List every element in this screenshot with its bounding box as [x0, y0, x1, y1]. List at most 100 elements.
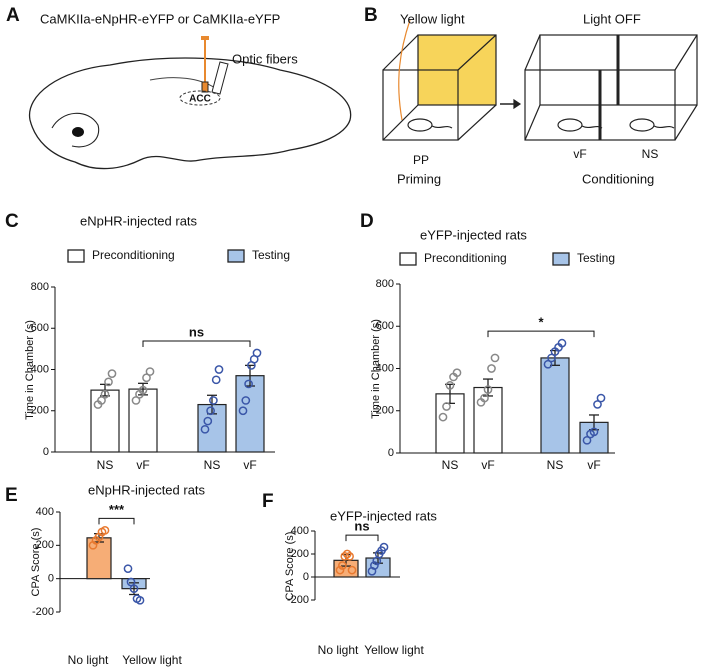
chart-title: eYFP-injected rats: [420, 227, 527, 242]
box-edge: [674, 104, 698, 141]
brain-outline: [28, 57, 352, 170]
y-tick-label: 200: [36, 539, 54, 551]
header: Yellow light: [400, 11, 465, 26]
data-point: [335, 565, 345, 575]
cerebellum: [51, 112, 100, 148]
data-point: [445, 381, 455, 390]
data-point: [206, 406, 215, 416]
cube-edge: [382, 104, 419, 141]
legend-label: Preconditioning: [424, 251, 507, 265]
x-tick-label: NS: [442, 458, 459, 472]
x-tick-label: vF: [481, 458, 494, 472]
bar: [86, 537, 112, 580]
data-point: [138, 385, 148, 395]
significance-label: ns: [189, 324, 204, 339]
data-point: [547, 353, 556, 363]
y-axis-label: CPA Score (s): [284, 532, 296, 601]
bar: [540, 357, 570, 454]
panel-a: CaMKIIa-eNpHR-eYFP or CaMKIIa-eYFP Optic…: [28, 11, 352, 170]
data-point: [241, 396, 251, 405]
data-point: [214, 365, 224, 374]
box-edge: [524, 34, 541, 71]
x-tick-label: NS: [204, 458, 221, 472]
panel-letter: A: [6, 5, 20, 26]
data-point: [97, 396, 106, 405]
brain-stem-mark: [72, 127, 84, 137]
x-tick-label: NS: [97, 458, 114, 472]
construct-label: CaMKIIa-eNpHR-eYFP or CaMKIIa-eYFP: [40, 11, 280, 26]
x-tick-label: Yellow light: [364, 643, 424, 657]
header: Light OFF: [583, 11, 641, 26]
region-label: ACC: [189, 94, 211, 105]
cube-edge: [382, 34, 419, 71]
panel-letter: F: [262, 491, 274, 512]
significance-label: *: [538, 315, 544, 330]
fiber-cap: [201, 36, 209, 40]
data-point: [123, 564, 133, 574]
optic-fiber-2: [211, 61, 229, 95]
x-tick-label: vF: [136, 458, 149, 472]
y-tick-label: 0: [48, 573, 54, 585]
fiber-cable: [398, 19, 411, 121]
data-point: [589, 427, 599, 437]
significance-label: ***: [109, 502, 125, 517]
y-tick-label: 600: [376, 320, 394, 332]
y-tick-label: 200: [291, 548, 309, 560]
data-point: [104, 377, 113, 387]
significance-bracket: [487, 330, 595, 338]
data-point: [593, 400, 602, 409]
significance-bracket: [98, 517, 135, 525]
data-point: [438, 412, 448, 422]
legend-label: Testing: [577, 251, 615, 265]
data-point: [203, 416, 213, 426]
data-point: [342, 549, 352, 559]
data-point: [145, 367, 155, 376]
data-point: [131, 396, 141, 405]
legend-label: Testing: [252, 248, 290, 262]
x-tick-label: NS: [547, 458, 564, 472]
y-tick-label: -200: [287, 594, 309, 606]
bar: [128, 388, 158, 453]
box-edge: [674, 34, 698, 71]
legend-swatch: [227, 249, 245, 263]
acc-region: [179, 90, 221, 106]
panel-letter: C: [5, 211, 19, 232]
y-axis-label: CPA Score (s): [30, 528, 42, 597]
significance-bracket: [345, 534, 379, 542]
data-point: [487, 364, 496, 373]
y-tick-label: 800: [376, 278, 394, 290]
data-point: [209, 396, 218, 405]
caption: Conditioning: [582, 171, 654, 186]
y-tick-label: 400: [376, 362, 394, 374]
y-tick-label: 0: [43, 446, 49, 458]
y-tick-label: 400: [31, 363, 49, 375]
panel-letter: D: [360, 211, 374, 232]
y-tick-label: 200: [31, 405, 49, 417]
y-tick-label: 400: [291, 525, 309, 537]
data-point: [338, 561, 347, 570]
legend-swatch: [399, 252, 417, 266]
legend-swatch: [67, 249, 85, 263]
x-tick-label: No light: [318, 643, 359, 657]
rat-tail: [581, 125, 603, 129]
data-point: [252, 348, 262, 358]
cube-front: [382, 69, 459, 141]
legend-label: Preconditioning: [92, 248, 175, 262]
y-axis-label: Time in Chamber (s): [370, 319, 382, 419]
data-point: [340, 551, 350, 561]
rat-label: PP: [413, 153, 429, 167]
data-point: [100, 525, 110, 535]
significance-bracket: [142, 340, 251, 347]
significance-label: ns: [354, 519, 369, 534]
data-point: [490, 353, 500, 363]
rat: [557, 118, 583, 132]
y-tick-label: 200: [376, 405, 394, 417]
data-point: [135, 595, 145, 605]
data-point: [244, 379, 253, 389]
data-point: [442, 402, 451, 411]
chart-title: eNpHR-injected rats: [80, 213, 198, 228]
chart-title: eYFP-injected rats: [330, 508, 437, 523]
x-tick-label: Yellow light: [122, 653, 182, 667]
chart-title: eNpHR-injected rats: [88, 482, 206, 497]
data-point: [582, 435, 592, 445]
